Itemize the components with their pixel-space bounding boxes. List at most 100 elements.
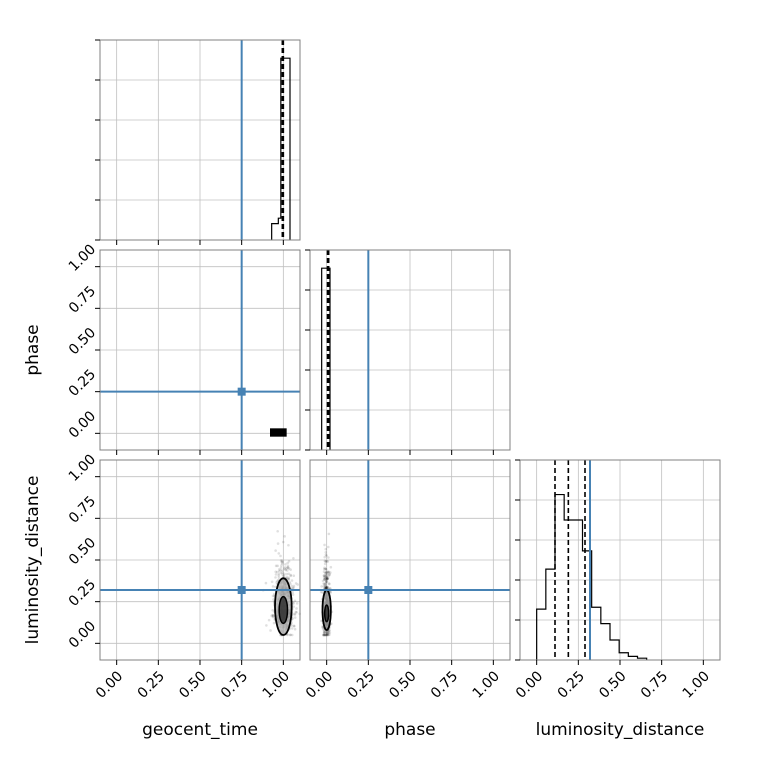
x-axis-label-phase: phase <box>384 720 435 740</box>
sample-point-geocent_time-vs-luminosity_distance-332 <box>279 559 283 562</box>
sample-point-phase-vs-luminosity_distance-484 <box>328 633 331 637</box>
sample-point-geocent_time-vs-luminosity_distance-649 <box>281 571 284 575</box>
sample-point-phase-vs-luminosity_distance-246 <box>327 631 330 635</box>
sample-point-geocent_time-vs-luminosity_distance-547 <box>292 601 296 605</box>
x-tick-label-luminosity_distance-4: 1.00 <box>680 668 713 701</box>
y-axis-label-phase: phase <box>23 324 43 375</box>
sample-point-geocent_time-vs-luminosity_distance-230 <box>292 624 296 628</box>
sample-point-geocent_time-vs-luminosity_distance-239 <box>271 608 274 612</box>
sample-point-geocent_time-vs-luminosity_distance-258 <box>291 593 295 596</box>
sample-point-phase-vs-luminosity_distance-66 <box>326 586 329 589</box>
sample-point-phase-vs-luminosity_distance-677 <box>326 578 329 581</box>
sample-point-geocent_time-vs-luminosity_distance-119 <box>296 583 300 586</box>
sample-point-geocent_time-vs-luminosity_distance-126 <box>285 575 289 579</box>
sample-point-geocent_time-vs-luminosity_distance-698 <box>289 568 292 571</box>
sample-point-phase-vs-luminosity_distance-108 <box>322 633 326 637</box>
sample-point-geocent_time-vs-luminosity_distance-370 <box>287 577 290 581</box>
sample-point-phase-vs-luminosity_distance-672 <box>327 630 330 634</box>
sample-point-geocent_time-vs-luminosity_distance-190 <box>290 579 294 582</box>
sample-point-geocent_time-vs-luminosity_distance-32 <box>289 574 292 578</box>
sample-point-phase-vs-luminosity_distance-561 <box>324 586 328 590</box>
tick-layer <box>95 39 704 665</box>
sample-point-geocent_time-vs-luminosity_distance-365 <box>283 566 287 569</box>
sample-point-phase-vs-luminosity_distance-527 <box>321 579 325 583</box>
sample-point-phase-vs-luminosity_distance-49 <box>322 629 326 633</box>
sample-point-phase-vs-luminosity_distance-389 <box>323 574 326 577</box>
sample-point-phase-vs-luminosity_distance-282 <box>321 591 324 594</box>
sample-point-geocent_time-vs-luminosity_distance-153 <box>286 569 289 572</box>
sample-point-geocent_time-vs-luminosity_distance-347 <box>293 616 297 619</box>
sample-point-geocent_time-vs-luminosity_distance-495 <box>290 624 293 627</box>
sample-point-phase-vs-luminosity_distance-349 <box>324 559 328 563</box>
sample-point-geocent_time-vs-luminosity_distance-384 <box>286 566 290 570</box>
sample-point-geocent_time-vs-luminosity_distance-565 <box>292 624 296 628</box>
sample-point-phase-vs-luminosity_distance-643 <box>324 570 328 574</box>
sample-point-phase-vs-luminosity_distance-679 <box>324 553 328 557</box>
sample-point-phase-vs-luminosity_distance-452 <box>325 575 328 579</box>
x-tick-label-geocent_time-3: 0.75 <box>218 668 251 701</box>
sample-point-phase-vs-luminosity_distance-434 <box>326 633 329 637</box>
sample-point-geocent_time-vs-luminosity_distance-164 <box>285 572 289 576</box>
x-tick-label-phase-4: 1.00 <box>470 668 503 701</box>
sample-point-geocent_time-vs-luminosity_distance-364 <box>274 585 277 589</box>
sample-point-phase-vs-luminosity_distance-442 <box>322 567 326 571</box>
sample-point-phase-vs-luminosity_distance-140 <box>324 583 328 586</box>
sample-point-geocent_time-vs-luminosity_distance-567 <box>288 633 292 637</box>
y-tick-label-luminosity_distance-1: 0.25 <box>66 577 99 610</box>
sample-point-geocent_time-vs-luminosity_distance-142 <box>271 615 275 619</box>
sample-point-phase-vs-luminosity_distance-164 <box>326 632 329 635</box>
sample-point-phase-vs-luminosity_distance-443 <box>322 582 325 585</box>
sample-point-geocent_time-vs-luminosity_distance-250 <box>291 586 295 590</box>
sample-point-phase-vs-luminosity_distance-4 <box>326 630 330 633</box>
sample-point-geocent_time-vs-luminosity_distance-537 <box>290 627 294 630</box>
sample-point-phase-vs-luminosity_distance-491 <box>324 579 328 583</box>
x-tick-label-geocent_time-1: 0.25 <box>135 668 168 701</box>
sample-point-geocent_time-vs-luminosity_distance-151 <box>271 585 275 588</box>
sample-point-geocent_time-vs-luminosity_distance-171 <box>270 614 273 618</box>
x-tick-label-phase-1: 0.25 <box>345 668 378 701</box>
contour-inner-geocent_time-vs-luminosity_distance <box>278 595 289 625</box>
sample-point-geocent_time-vs-luminosity_distance-351 <box>272 621 276 625</box>
sample-point-phase-vs-luminosity_distance-363 <box>328 631 332 635</box>
sample-point-geocent_time-vs-luminosity_distance-219 <box>272 598 275 601</box>
sample-point-geocent_time-vs-luminosity_distance-179 <box>277 569 281 573</box>
sample-point-phase-vs-luminosity_distance-256 <box>323 559 327 563</box>
sample-point-geocent_time-vs-luminosity_distance-430 <box>283 535 286 538</box>
sample-point-geocent_time-vs-luminosity_distance-647 <box>287 578 291 581</box>
sample-point-geocent_time-vs-luminosity_distance-355 <box>288 580 292 584</box>
y-tick-label-luminosity_distance-3: 0.75 <box>66 493 99 526</box>
sample-point-phase-vs-luminosity_distance-120 <box>324 550 328 554</box>
sample-point-phase-vs-luminosity_distance-176 <box>324 633 328 637</box>
sample-point-phase-vs-luminosity_distance-665 <box>324 633 328 637</box>
sample-point-geocent_time-vs-luminosity_distance-630 <box>279 566 283 569</box>
x-tick-label-phase-3: 0.75 <box>428 668 461 701</box>
sample-point-phase-vs-luminosity_distance-230 <box>324 547 328 551</box>
sample-point-phase-vs-luminosity_distance-313 <box>324 576 327 580</box>
x-tick-label-luminosity_distance-1: 0.25 <box>555 668 588 701</box>
sample-point-phase-vs-luminosity_distance-82 <box>325 633 329 637</box>
sample-point-phase-vs-luminosity_distance-347 <box>321 627 325 631</box>
sample-point-phase-vs-luminosity_distance-618 <box>328 629 331 633</box>
sample-point-geocent_time-vs-luminosity_distance-498 <box>279 568 282 572</box>
sample-point-geocent_time-vs-luminosity_distance-92 <box>274 576 277 579</box>
sample-point-phase-vs-luminosity_distance-440 <box>322 570 326 574</box>
sample-point-phase-vs-luminosity_distance-693 <box>323 578 327 581</box>
sample-point-phase-vs-luminosity_distance-469 <box>325 572 329 576</box>
sample-point-geocent_time-vs-luminosity_distance-90 <box>286 564 290 568</box>
sample-point-geocent_time-vs-luminosity_distance-523 <box>295 602 299 605</box>
truth-marker-geocent_time-vs-luminosity_distance <box>237 586 246 594</box>
sample-point-phase-vs-luminosity_distance-379 <box>327 532 331 536</box>
sample-point-phase-vs-luminosity_distance-408 <box>325 575 329 579</box>
x-tick-label-phase-2: 0.50 <box>386 668 419 701</box>
sample-point-geocent_time-vs-luminosity_distance-140 <box>264 581 268 585</box>
x-axis-label-geocent_time: geocent_time <box>142 720 258 740</box>
contour-inner-phase-vs-luminosity_distance <box>323 604 330 623</box>
sample-point-geocent_time-vs-luminosity_distance-204 <box>281 573 284 576</box>
sample-point-geocent_time-vs-luminosity_distance-574 <box>286 633 289 637</box>
sample-point-phase-vs-luminosity_distance-169 <box>319 590 323 594</box>
sample-point-phase-vs-luminosity_distance-599 <box>324 585 327 589</box>
sample-point-geocent_time-vs-luminosity_distance-313 <box>276 542 280 545</box>
y-tick-label-phase-4: 1.00 <box>66 242 99 275</box>
sample-point-phase-vs-luminosity_distance-44 <box>324 560 327 564</box>
